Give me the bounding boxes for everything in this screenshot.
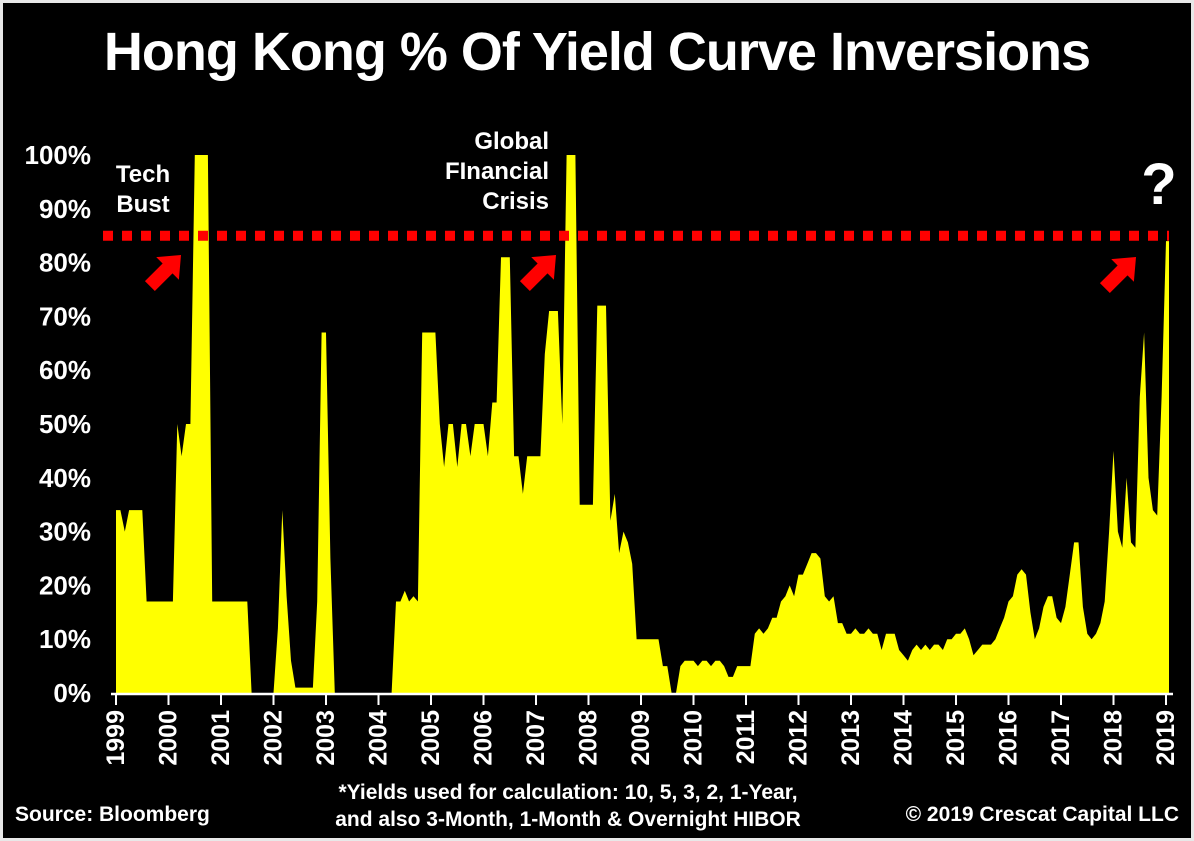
annotation-question-mark: ? xyxy=(1141,152,1177,217)
annotation-tech-bust: Tech Bust xyxy=(101,160,185,220)
x-axis-year-label: 2014 xyxy=(890,710,918,766)
x-axis-year-label: 2012 xyxy=(785,710,813,766)
annotation-gfc-line2: FInancial xyxy=(444,158,549,185)
x-axis-year-label: 2015 xyxy=(942,710,970,766)
up-right-arrow-icon xyxy=(519,255,556,292)
annotation-tech-bust-line1: Tech xyxy=(115,161,171,188)
copyright-label: © 2019 Crescat Capital LLC xyxy=(905,803,1179,826)
annotation-tech-bust-line2: Bust xyxy=(116,191,170,218)
y-axis-percent-label: 80% xyxy=(39,248,91,278)
y-axis-percent-label: 100% xyxy=(25,140,92,170)
up-right-arrow-icon xyxy=(1099,257,1136,294)
x-axis-year-label: 2006 xyxy=(470,710,498,766)
x-axis-year-label: 2000 xyxy=(155,710,183,766)
x-axis-year-label: 2011 xyxy=(732,710,760,764)
y-axis-percent-label: 20% xyxy=(39,570,91,600)
x-axis-year-label: 2019 xyxy=(1152,710,1180,766)
calculation-footnote: *Yields used for calculation: 10, 5, 3, … xyxy=(323,779,813,833)
annotation-gfc-line3: Crisis xyxy=(482,188,549,215)
x-axis-year-label: 2010 xyxy=(680,710,708,766)
calculation-footnote-line2: and also 3-Month, 1-Month & Overnight HI… xyxy=(335,808,801,831)
x-axis-year-label: 2003 xyxy=(312,710,340,766)
annotation-gfc-line1: Global xyxy=(474,128,549,155)
annotation-global-financial-crisis: Global FInancial Crisis xyxy=(399,127,549,217)
x-axis-year-label: 2002 xyxy=(260,710,288,766)
y-axis-percent-label: 10% xyxy=(39,624,91,654)
y-axis-percent-label: 30% xyxy=(39,517,91,547)
source-label: Source: Bloomberg xyxy=(15,803,210,826)
x-axis-year-label: 2001 xyxy=(207,710,235,766)
page-title: Hong Kong % Of Yield Curve Inversions xyxy=(103,22,1091,82)
x-axis-year-label: 2017 xyxy=(1047,710,1075,766)
y-axis-percent-label: 70% xyxy=(39,301,91,331)
x-axis-year-label: 2009 xyxy=(627,710,655,766)
y-axis-percent-label: 50% xyxy=(39,409,91,439)
calculation-footnote-line1: *Yields used for calculation: 10, 5, 3, … xyxy=(338,781,798,804)
y-axis-percent-label: 0% xyxy=(53,678,91,708)
x-axis-year-label: 2018 xyxy=(1100,710,1128,766)
x-axis-year-label: 2008 xyxy=(575,710,603,766)
x-axis-year-label: 2016 xyxy=(995,710,1023,766)
x-axis-year-label: 2013 xyxy=(837,710,865,766)
x-axis-year-label: 2005 xyxy=(417,710,445,766)
up-right-arrow-icon xyxy=(144,255,181,292)
y-axis-percent-label: 40% xyxy=(39,463,91,493)
inversion-percentage-area xyxy=(116,155,1169,693)
y-axis-percent-label: 60% xyxy=(39,355,91,385)
x-axis-year-label: 2007 xyxy=(522,710,550,766)
yield-curve-inversion-area-chart: 1999 2000 2001 2002 2003 2004 2005 2006 2007 2008… xyxy=(25,140,1181,766)
x-axis-year-label: 1999 xyxy=(102,710,130,766)
x-axis-year-label: 2004 xyxy=(365,710,393,766)
y-axis-percent-label: 90% xyxy=(39,194,91,224)
